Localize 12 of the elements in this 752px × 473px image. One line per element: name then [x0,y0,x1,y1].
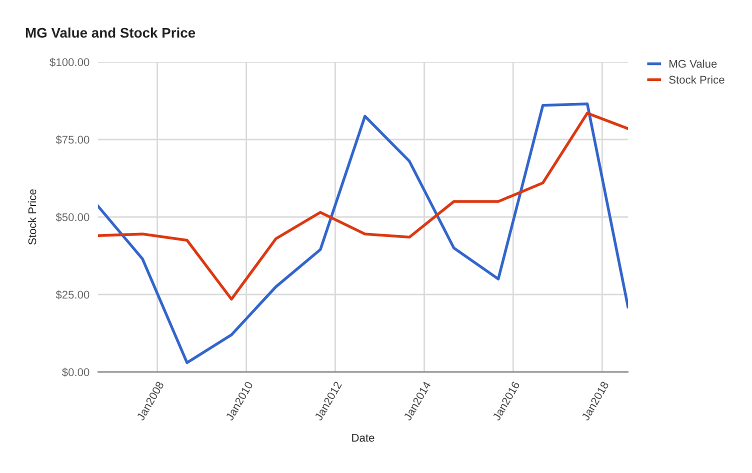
y-tick-label: $25.00 [56,290,90,300]
y-tick-label: $75.00 [56,135,90,144]
legend-label: Stock Price [669,76,724,84]
line-series [98,112,628,301]
y-tick-label: $0.00 [62,368,90,377]
line-series [98,102,628,364]
y-tick-label: $50.00 [56,212,90,222]
legend-label: MG Value [670,60,717,68]
y-axis-title: Stock Price [28,189,36,245]
chart-title: MG Value and Stock Price [26,28,196,38]
x-axis-title: Date [352,434,374,442]
y-tick-label: $100.00 [50,58,90,67]
